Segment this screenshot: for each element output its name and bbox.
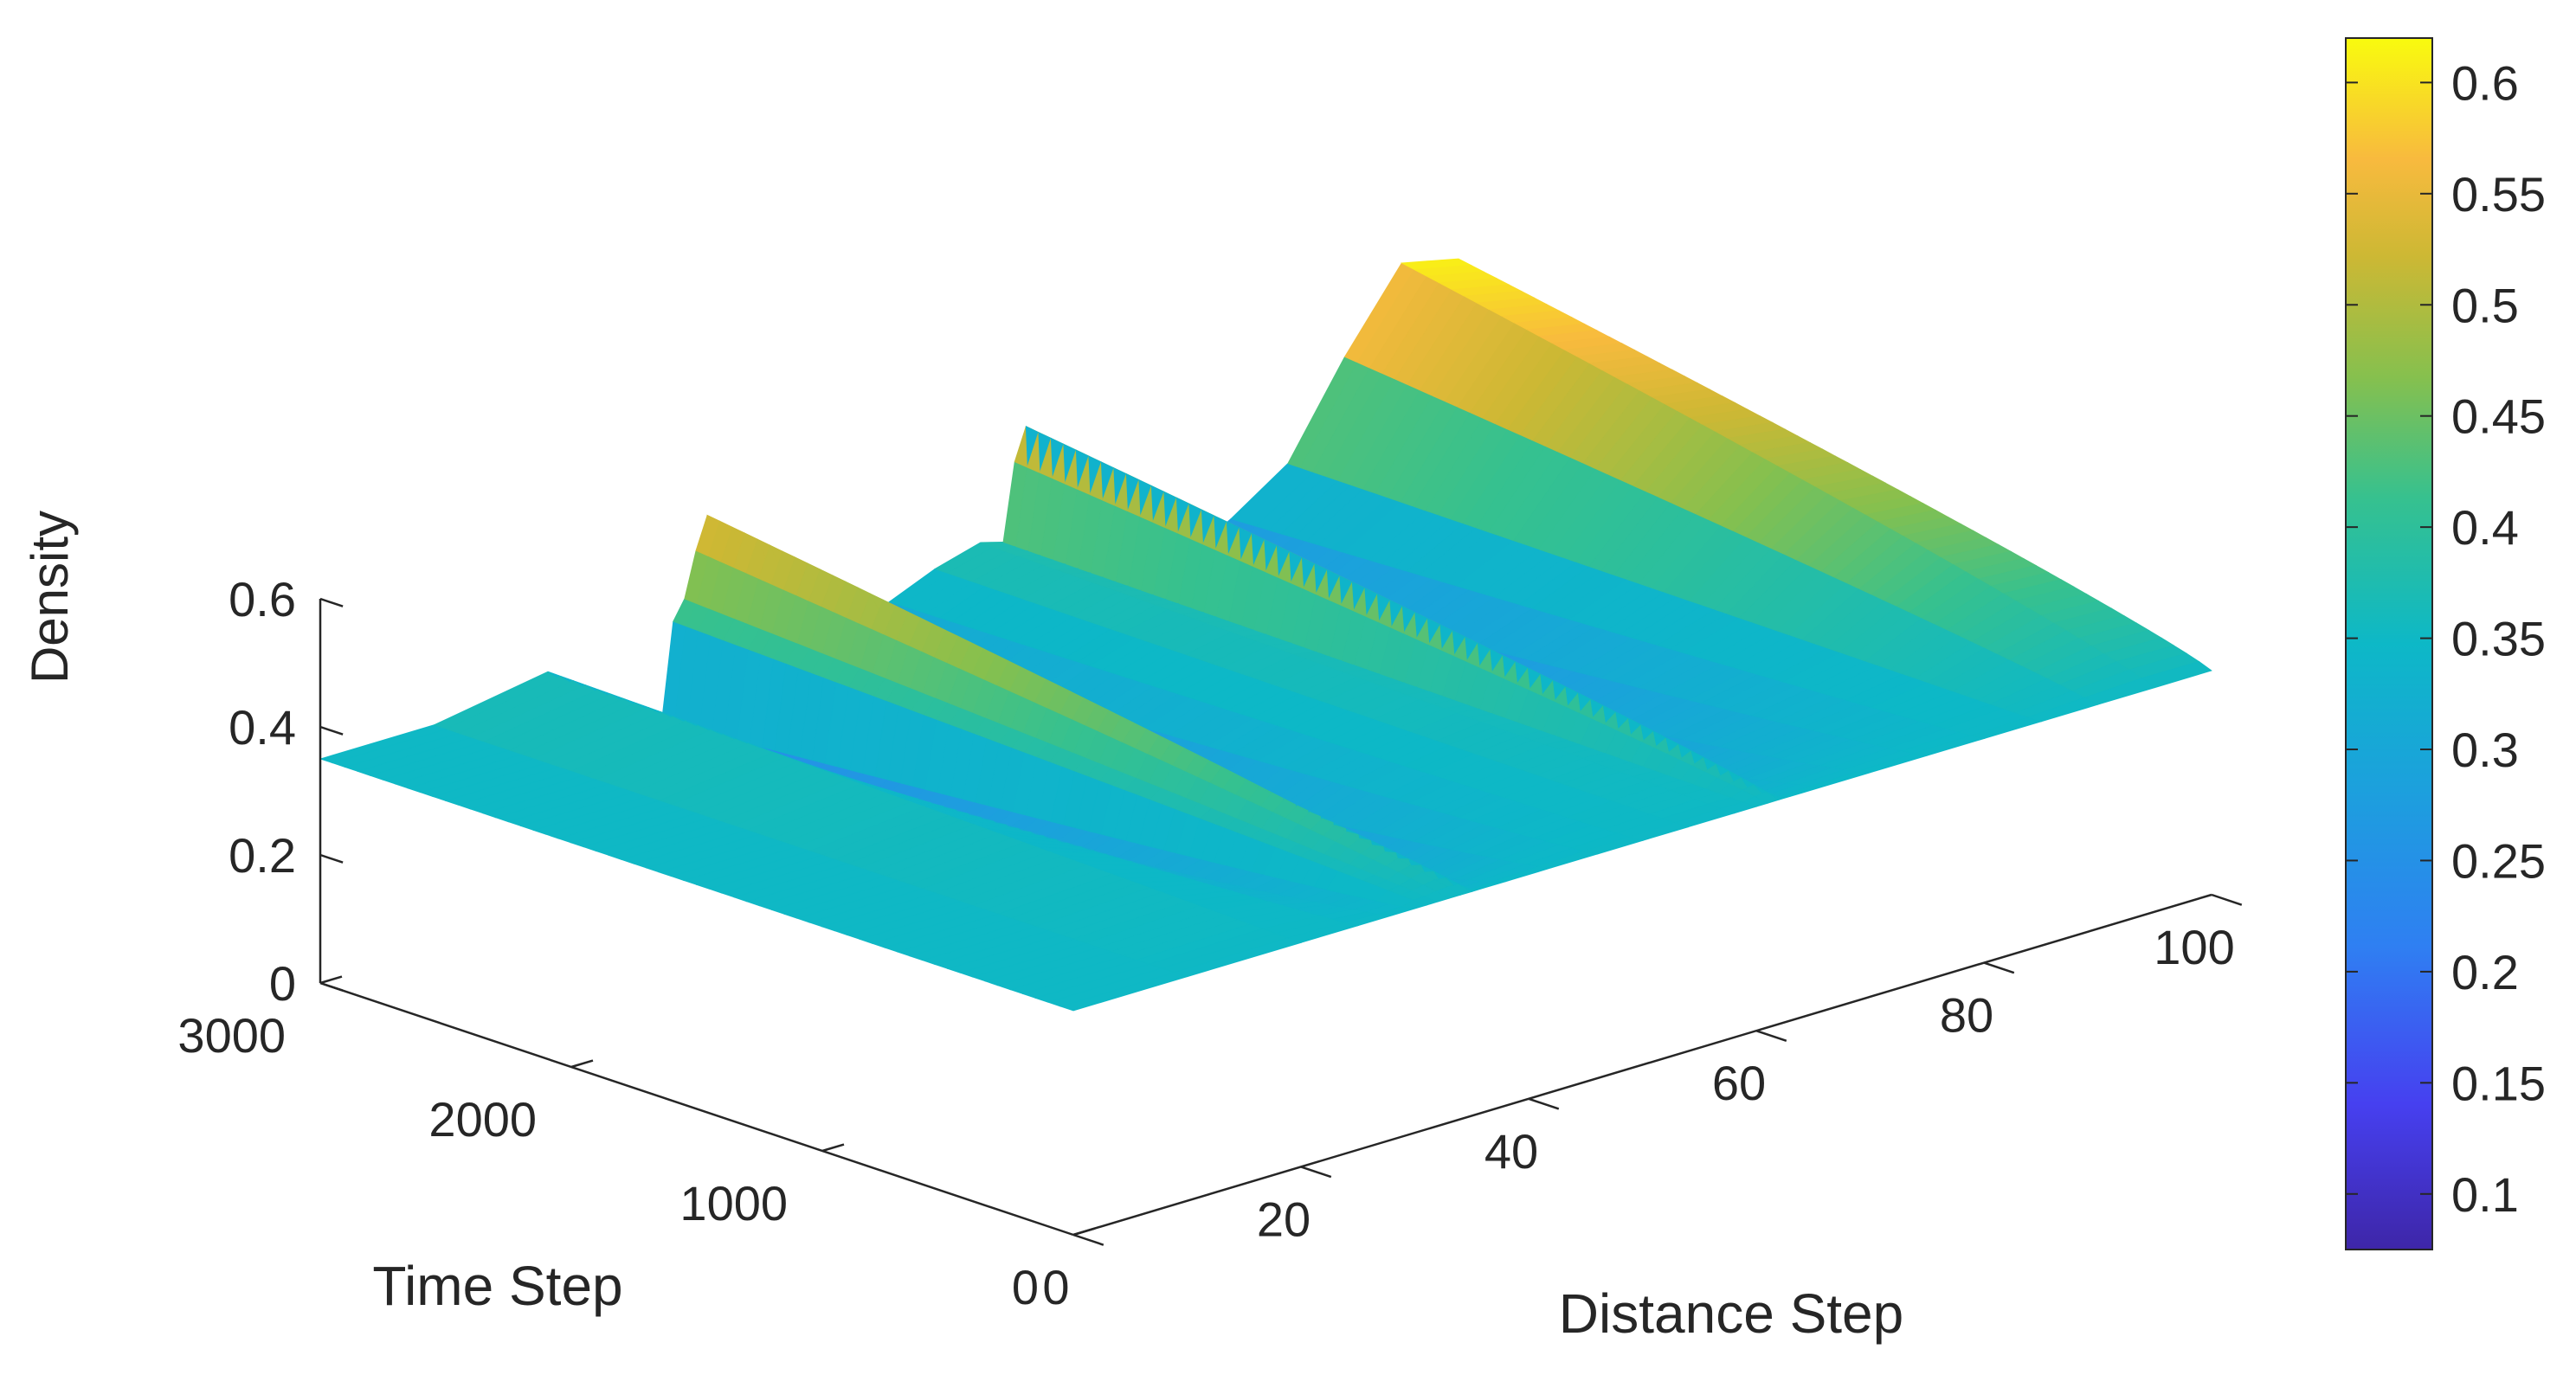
x-tick-label: 60 (1712, 1056, 1766, 1110)
colorbar-tick-label: 0.4 (2451, 500, 2519, 555)
x-tick-label: 20 (1257, 1192, 1311, 1246)
colorbar: 0.1 0.15 0.2 0.25 0.3 0.35 0.4 0.45 0.5 0.55 0.6 (2345, 37, 2546, 1250)
colorbar-tick-label: 0.5 (2451, 278, 2519, 332)
colorbar-tick-label: 0.25 (2451, 833, 2546, 888)
colorbar-tick-label: 0.1 (2451, 1167, 2519, 1222)
x-tick-label: 100 (2154, 920, 2234, 974)
y-axis-label: Time Step (372, 1255, 622, 1317)
y-tick-label: 0 (1012, 1260, 1039, 1314)
y-tick-label: 3000 (177, 1008, 286, 1063)
colorbar-tick-label: 0.3 (2451, 723, 2519, 777)
x-tick-label: 40 (1484, 1124, 1538, 1179)
colorbar-tick-label: 0.6 (2451, 55, 2519, 110)
z-tick-label: 0 (269, 956, 296, 1011)
z-tick-label: 0.2 (229, 828, 296, 883)
z-tick-label: 0.6 (229, 572, 296, 626)
colorbar-tick-label: 0.2 (2451, 945, 2519, 999)
y-axis-line (319, 981, 1074, 1237)
z-tick-label: 0.4 (229, 700, 296, 755)
colorbar-tick-label: 0.55 (2451, 167, 2546, 222)
z-tick (319, 853, 344, 864)
x-axis-line (1072, 893, 2212, 1237)
y-tick (821, 1143, 845, 1153)
x-tick (1755, 1030, 1787, 1043)
x-tick (2211, 893, 2243, 906)
z-axis-label: Density (21, 511, 79, 684)
surface (319, 258, 2212, 1012)
y-tick-label: 2000 (428, 1092, 537, 1147)
x-tick (1528, 1097, 1560, 1110)
colorbar-tick-label: 0.15 (2451, 1056, 2546, 1110)
z-tick (319, 597, 344, 607)
x-tick (1983, 961, 2015, 974)
y-tick (570, 1059, 594, 1069)
y-tick-label: 1000 (679, 1176, 788, 1230)
colorbar-ticks: 0.1 0.15 0.2 0.25 0.3 0.35 0.4 0.45 0.5 0.55 0.6 (2346, 55, 2546, 1222)
y-tick (319, 975, 343, 985)
x-tick-label: 0 (1042, 1260, 1069, 1314)
colorbar-gradient (2345, 37, 2433, 1250)
colorbar-tick-label: 0.35 (2451, 612, 2546, 666)
x-tick-label: 80 (1940, 988, 1993, 1043)
colorbar-tick-label: 0.45 (2451, 389, 2546, 444)
y-tick (1072, 1227, 1096, 1237)
z-tick (319, 981, 344, 992)
z-tick (319, 725, 344, 736)
x-tick (1300, 1166, 1332, 1179)
x-tick (1072, 1233, 1104, 1246)
surface-patch (2141, 661, 2212, 689)
x-axis-label: Distance Step (1559, 1282, 1903, 1345)
